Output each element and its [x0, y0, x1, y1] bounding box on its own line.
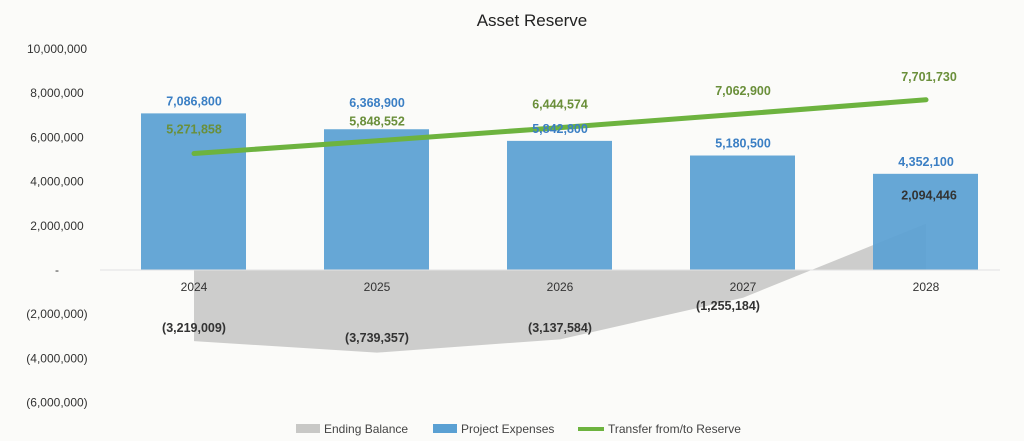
project-expenses-series: [141, 113, 978, 271]
project-expenses-bar: [141, 113, 246, 271]
transfer-label: 5,271,858: [166, 122, 222, 136]
project-expenses-bar: [324, 129, 429, 270]
x-tick-label: 2027: [730, 280, 757, 294]
project-expenses-label: 4,352,100: [898, 155, 954, 169]
y-tick-label: 6,000,000: [30, 130, 84, 144]
y-tick-label: 4,000,000: [30, 175, 84, 189]
legend-swatch-project-expenses: [433, 424, 457, 433]
data-labels: (3,219,009) (3,739,357) (3,137,584) (1,255,…: [162, 70, 957, 345]
project-expenses-label: 7,086,800: [166, 94, 222, 108]
project-expenses-bar: [873, 173, 978, 270]
x-tick-label: 2026: [547, 280, 574, 294]
y-tick-label: -: [55, 263, 59, 277]
ending-balance-label: (3,739,357): [345, 331, 409, 345]
legend-label-project-expenses: Project Expenses: [461, 422, 554, 436]
transfer-label: 5,848,552: [349, 115, 405, 129]
ending-balance-label: 2,094,446: [901, 189, 957, 203]
y-tick-label: 10,000,000: [27, 42, 87, 56]
ending-balance-label: (1,255,184): [696, 299, 760, 313]
legend-swatch-ending-balance: [296, 424, 320, 433]
project-expenses-label: 5,842,800: [532, 122, 588, 136]
transfer-label: 7,701,730: [901, 70, 957, 84]
transfer-series: [191, 97, 929, 156]
project-expenses-label: 5,180,500: [715, 137, 771, 151]
project-expenses-label: 6,368,900: [349, 96, 405, 110]
y-axis: 10,000,000 8,000,000 6,000,000 4,000,000 2,0…: [26, 42, 87, 410]
x-axis: 2024 2025 2026 2027 2028: [181, 280, 940, 294]
ending-balance-label: (3,219,009): [162, 321, 226, 335]
x-tick-label: 2025: [364, 280, 391, 294]
chart-title: Asset Reserve: [477, 11, 588, 30]
legend-label-transfer: Transfer from/to Reserve: [608, 422, 741, 436]
y-tick-label: 8,000,000: [30, 86, 84, 100]
y-tick-label: (2,000,000): [26, 307, 87, 321]
x-tick-label: 2028: [913, 280, 940, 294]
transfer-label: 7,062,900: [715, 84, 771, 98]
legend: Ending Balance Project Expenses Transfer f…: [296, 422, 741, 436]
legend-label-ending-balance: Ending Balance: [324, 422, 408, 436]
y-tick-label: 2,000,000: [30, 219, 84, 233]
transfer-line: [191, 97, 929, 156]
x-tick-label: 2024: [181, 280, 208, 294]
ending-balance-area: [194, 223, 926, 353]
transfer-label: 6,444,574: [532, 98, 588, 112]
ending-balance-series: [194, 223, 926, 353]
project-expenses-bar: [690, 155, 795, 270]
y-tick-label: (4,000,000): [26, 351, 87, 365]
project-expenses-bar: [507, 140, 612, 270]
y-tick-label: (6,000,000): [26, 396, 87, 410]
ending-balance-label: (3,137,584): [528, 321, 592, 335]
